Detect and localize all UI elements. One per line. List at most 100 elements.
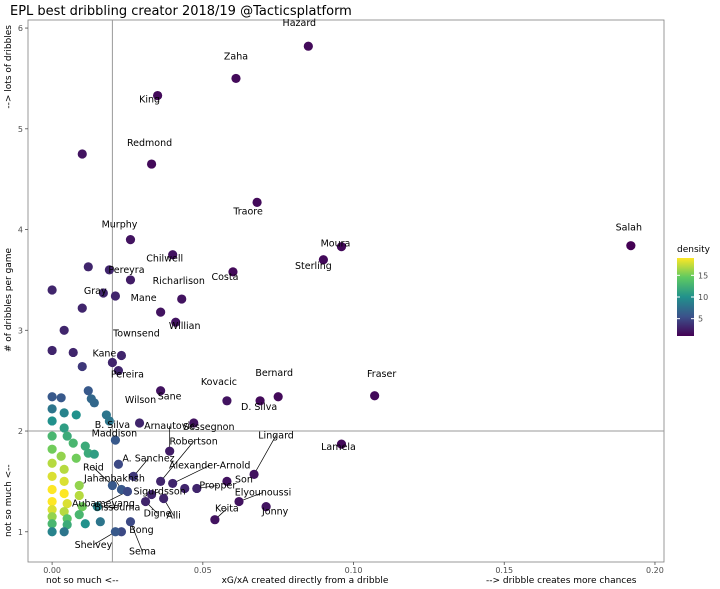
label-leader-line [172, 465, 210, 484]
data-point [59, 408, 69, 418]
point-label: Sterling [295, 261, 332, 272]
point-label: D. Silva [241, 402, 277, 413]
data-point [146, 489, 157, 500]
data-point [74, 480, 84, 491]
point-label: Sema [129, 547, 156, 558]
legend-tick-label: 15 [698, 271, 708, 280]
y-tick-label: 4 [18, 226, 23, 235]
data-point [47, 512, 57, 522]
data-point [156, 476, 166, 487]
data-points [47, 41, 636, 537]
data-point [62, 520, 72, 530]
data-point [110, 527, 121, 537]
data-point [47, 285, 57, 295]
data-point [47, 471, 57, 481]
y-axis: 1 2 3 4 5 6 [18, 24, 28, 537]
point-label: B. Silva [95, 420, 130, 431]
data-point [192, 483, 202, 494]
legend-tick-label: 10 [698, 293, 708, 302]
label-leader-line [160, 441, 194, 482]
data-point [77, 361, 87, 372]
point-label: Costa [211, 272, 238, 283]
point-label: Maddison [92, 428, 138, 439]
x-axis: 0.00 0.05 0.10 0.15 0.20 [43, 562, 664, 575]
point-label: Bernard [255, 368, 293, 379]
point-label: Reid [83, 462, 104, 473]
data-point [47, 392, 57, 402]
data-point [62, 498, 72, 509]
data-point [89, 398, 99, 408]
x-tick-label: 0.10 [345, 566, 363, 575]
y-tick-label: 1 [18, 528, 23, 537]
point-label: Lamela [321, 442, 356, 453]
data-point [318, 255, 328, 265]
data-point [77, 501, 87, 512]
data-point [249, 469, 259, 479]
data-point [80, 519, 90, 529]
label-leader-line [253, 435, 277, 475]
x-tick-label: 0.00 [43, 566, 61, 575]
point-label: Salah [616, 223, 642, 234]
data-point [74, 510, 84, 520]
data-point [261, 501, 271, 512]
point-label: Propper [199, 480, 236, 491]
data-point [47, 444, 57, 454]
data-point [125, 235, 136, 245]
point-label: Kovacic [201, 377, 237, 388]
y-tick-label: 3 [18, 326, 23, 335]
data-point [83, 386, 93, 396]
data-point [92, 501, 102, 512]
point-label: A. Sanchez [122, 453, 174, 464]
data-point [210, 515, 220, 525]
data-point [336, 242, 347, 252]
data-point [59, 423, 69, 433]
data-point [59, 476, 69, 487]
point-label: Gray [84, 286, 107, 297]
y-tick-label: 6 [18, 24, 23, 33]
data-point [68, 438, 78, 448]
point-label: Lingard [258, 430, 294, 441]
data-point [59, 507, 69, 517]
data-point [626, 241, 636, 251]
point-label: Traore [232, 206, 263, 217]
point-label: Willian [169, 321, 201, 332]
data-point [165, 446, 175, 456]
point-label: Pereira [111, 370, 144, 381]
data-point [47, 505, 57, 515]
data-point [98, 288, 108, 298]
data-point [177, 294, 187, 304]
data-point [104, 416, 114, 426]
data-point [47, 431, 57, 441]
legend-ticks: 5 10 15 [677, 271, 708, 324]
point-label: Arnautovic [144, 421, 195, 432]
data-point [125, 275, 136, 285]
data-point [59, 325, 69, 335]
point-label: Townsend [112, 328, 160, 339]
data-point [140, 496, 151, 507]
data-point [56, 393, 66, 403]
data-point [231, 73, 241, 84]
plot-panel [27, 19, 665, 563]
point-label: Son [235, 474, 253, 485]
point-label: Jonny [261, 507, 289, 518]
data-point [189, 418, 199, 428]
data-point [222, 476, 232, 487]
x-tick-label: 0.15 [495, 566, 513, 575]
point-label: Pereyra [108, 265, 144, 276]
point-label: Robertson [169, 436, 217, 447]
data-point [59, 464, 69, 474]
data-point [47, 519, 57, 529]
point-label: Sessegnon [183, 422, 235, 433]
data-point [104, 265, 114, 275]
point-label: Digne [144, 509, 172, 520]
point-label: Jahanbakhsh [83, 473, 145, 484]
data-point [113, 459, 124, 469]
point-label: Sigurdsson [133, 487, 185, 498]
data-point [336, 439, 347, 449]
data-point [234, 496, 244, 507]
data-point [59, 527, 69, 537]
data-point [110, 435, 121, 445]
point-label: Sane [158, 392, 182, 403]
point-label: Aubameyang [72, 498, 135, 509]
y-tick-label: 5 [18, 125, 23, 134]
